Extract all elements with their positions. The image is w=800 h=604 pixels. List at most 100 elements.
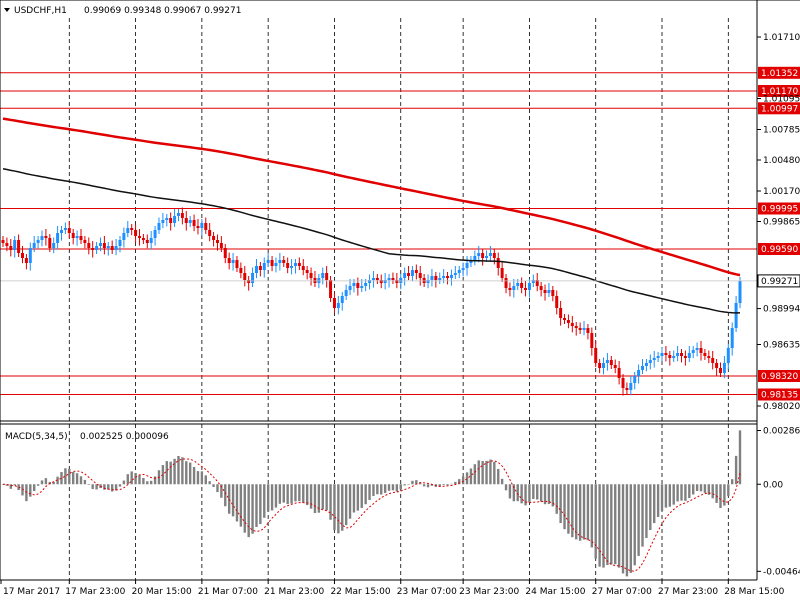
macd-bar [185, 461, 188, 485]
candle-body [134, 230, 138, 236]
candle-body [442, 276, 446, 278]
candle-body [453, 273, 457, 275]
candle-body [137, 236, 141, 238]
macd-tick-label: -0.004644 [763, 567, 800, 577]
candle-body [656, 356, 660, 358]
level-label-box [758, 243, 800, 255]
candle-body [321, 273, 325, 278]
macd-bar [165, 461, 168, 485]
candle-body [180, 213, 184, 218]
candle-body [188, 220, 192, 223]
candle-body [1, 240, 5, 243]
candle-body [126, 228, 130, 233]
macd-bar [500, 478, 504, 485]
candle-body [325, 273, 329, 280]
macd-bar [118, 484, 122, 487]
symbol-dropdown-icon[interactable] [4, 8, 10, 12]
macd-bar [177, 455, 180, 485]
macd-bar [247, 484, 250, 538]
candle-body [110, 246, 114, 250]
ohlc-readout: 0.99069 0.99348 0.99067 0.99271 [84, 6, 241, 16]
candle-body [114, 246, 118, 250]
candle-body [106, 246, 110, 248]
macd-bar [114, 484, 118, 491]
candle-body [196, 226, 200, 228]
macd-bar [610, 484, 613, 565]
candle-body [63, 228, 67, 230]
price-tick-label: 1.00785 [763, 126, 800, 136]
candle-body [504, 278, 508, 288]
macd-bar [348, 484, 352, 519]
macd-bar [360, 484, 363, 508]
macd-bar [668, 484, 672, 507]
macd-bar [40, 480, 44, 485]
macd-bar [551, 484, 555, 507]
macd-bar [625, 484, 629, 577]
candle-body [473, 256, 477, 260]
macd-bar [734, 455, 738, 485]
candle-body [17, 240, 21, 253]
macd-bar [477, 460, 480, 485]
candle-body [492, 253, 496, 258]
macd-bar [422, 484, 426, 487]
macd-bar [333, 484, 336, 531]
time-tick-label: 17 Mar 23:00 [65, 587, 125, 597]
candle-body [95, 246, 99, 250]
candle-body [149, 238, 153, 243]
candle-body [403, 273, 407, 278]
candle-body [56, 233, 60, 243]
candle-body [477, 253, 481, 256]
candle-body [290, 266, 294, 268]
current-price-label: 0.99271 [761, 277, 798, 287]
macd-bar [403, 484, 406, 486]
macd-bar [352, 484, 356, 513]
macd-bar [138, 475, 141, 485]
macd-histogram [1, 430, 742, 577]
macd-bar [633, 484, 636, 566]
candle-body [67, 228, 71, 233]
level-label-box [758, 388, 800, 401]
macd-bar [656, 484, 660, 517]
candle-body [301, 266, 305, 270]
macd-bar [313, 484, 317, 514]
macd-bar [32, 484, 36, 492]
macd-bar [364, 484, 367, 505]
price-tick-label: 1.01710 [763, 33, 800, 43]
candle-body [32, 243, 36, 248]
macd-bar [719, 484, 722, 509]
candle-body [438, 278, 442, 280]
macd-bar [508, 484, 512, 499]
macd-bar [731, 479, 734, 485]
macd-bar [485, 460, 488, 485]
candle-body [703, 353, 707, 356]
macd-bar [547, 484, 551, 504]
macd-axis: 0.002867 0.00 -0.004644 [757, 426, 800, 577]
candle-body [309, 273, 313, 278]
macd-bar [305, 484, 309, 506]
macd-bar [586, 484, 590, 541]
macd-bar [512, 484, 516, 502]
candle-body [621, 378, 625, 388]
level-label: 0.98320 [761, 372, 798, 382]
macd-bar [200, 471, 204, 485]
candle-body [5, 243, 9, 246]
candle-body [71, 233, 75, 238]
macd-bar [711, 484, 714, 499]
macd-bar [703, 484, 707, 493]
time-tick-label: 17 Mar 2017 [3, 587, 60, 597]
macd-bar [142, 477, 145, 485]
candle-body [274, 263, 278, 266]
price-tick-label: 0.98994 [763, 305, 800, 315]
candle-body [449, 275, 453, 278]
candle-body [223, 248, 227, 258]
candle-body [680, 353, 684, 356]
macd-bar [251, 484, 254, 534]
candle-body [130, 228, 134, 230]
price-tick-label: 0.99865 [763, 218, 800, 228]
candle-body [418, 273, 422, 278]
candle-body [613, 365, 617, 368]
candle-body [368, 280, 372, 283]
candle-body [24, 258, 28, 263]
